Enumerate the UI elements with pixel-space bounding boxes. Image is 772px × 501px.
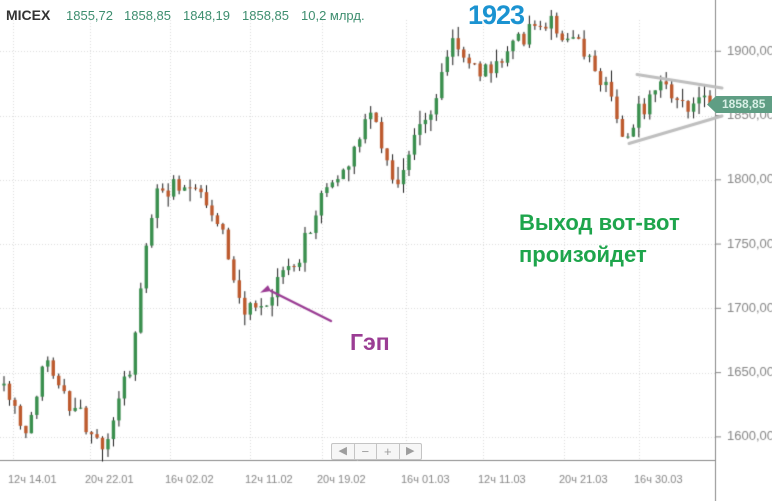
svg-text:1858,85: 1858,85 bbox=[722, 97, 766, 111]
